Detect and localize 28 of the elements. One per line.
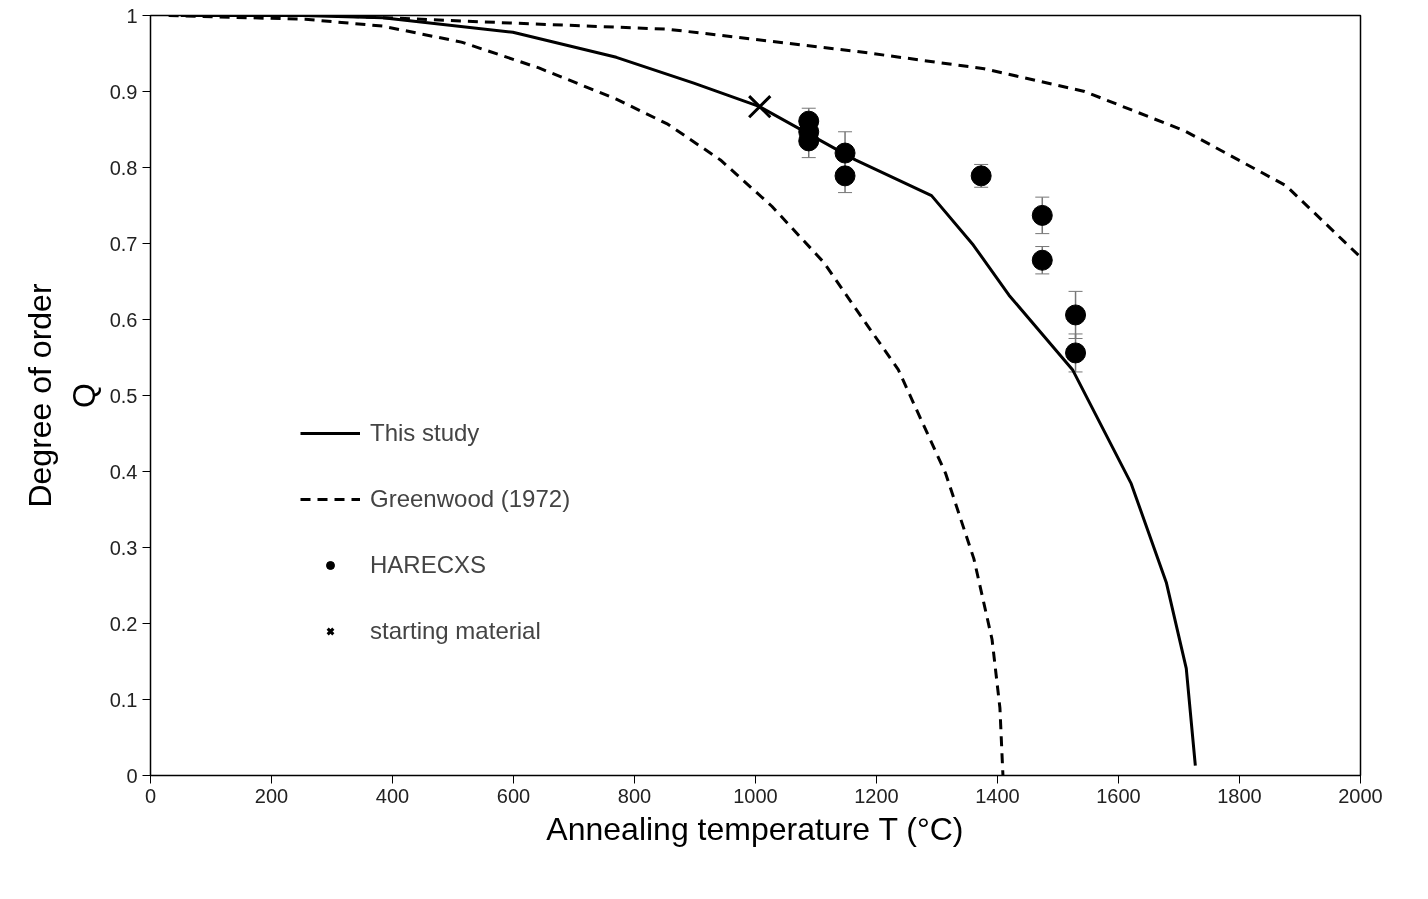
- y-tick-label: 0.3: [109, 536, 138, 559]
- x-tick-label: 600: [496, 784, 531, 807]
- y-tick-label: 0: [126, 764, 138, 787]
- legend-label: Greenwood (1972): [370, 485, 571, 513]
- x-tick-label: 1800: [1217, 784, 1262, 807]
- legend-label: This study: [370, 419, 480, 447]
- x-tick-label: 1400: [975, 784, 1020, 807]
- x-tick-label: 0: [144, 784, 157, 807]
- y-tick-label: 0.2: [109, 612, 138, 635]
- y-tick-label: 1: [126, 4, 138, 27]
- x-tick-label: 2000: [1338, 784, 1383, 807]
- x-axis-title: Annealing temperature T (°C): [546, 810, 964, 847]
- y-tick-label: 0.8: [109, 156, 138, 179]
- x-tick-label: 400: [375, 784, 410, 807]
- y-tick-label: 0.5: [109, 384, 138, 407]
- y-tick-label: 0.1: [109, 688, 138, 711]
- y-tick-label: 0.9: [109, 80, 138, 103]
- x-tick-label: 1600: [1096, 784, 1141, 807]
- x-tick-label: 1000: [733, 784, 778, 807]
- legend-label: starting material: [370, 617, 541, 645]
- y-axis-title: Degree of order Q: [22, 283, 102, 508]
- y-tick-label: 0.4: [109, 460, 138, 483]
- x-tick-label: 800: [617, 784, 652, 807]
- legend-label: HARECXS: [370, 551, 487, 579]
- x-tick-label: 200: [254, 784, 289, 807]
- x-tick-label: 1200: [854, 784, 899, 807]
- y-tick-label: 0.6: [109, 308, 138, 331]
- y-tick-label: 0.7: [109, 232, 138, 255]
